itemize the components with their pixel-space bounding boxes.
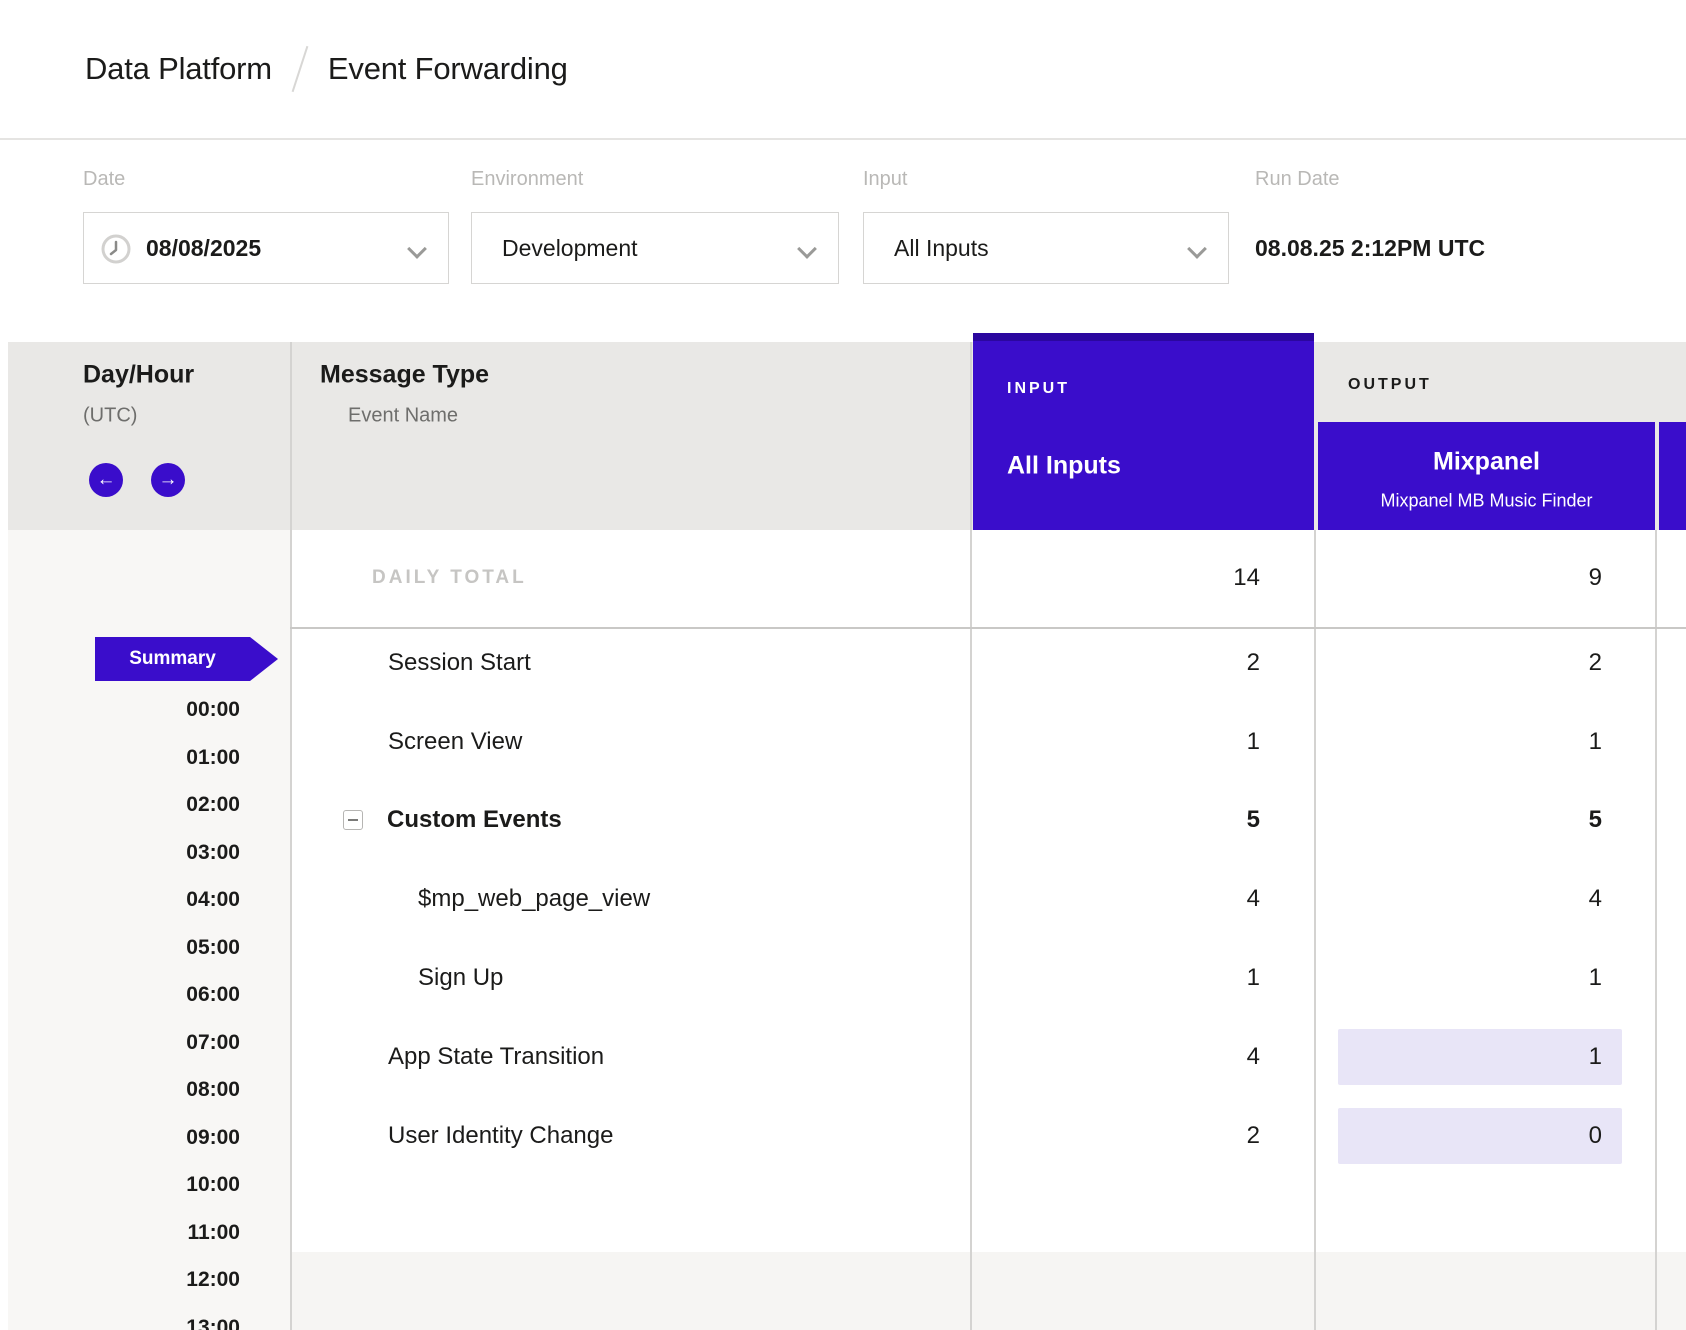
column-divider <box>1314 530 1316 1330</box>
column-divider <box>290 342 292 1330</box>
arrow-right-icon[interactable]: → <box>151 463 185 497</box>
output-cell: 2 <box>1588 649 1602 676</box>
output-column-header: Mixpanel Mixpanel MB Music Finder <box>1318 422 1655 530</box>
breadcrumb-separator-icon <box>291 45 309 93</box>
hour-item[interactable]: 07:00 <box>186 1031 240 1054</box>
next-output-column-header <box>1659 422 1686 530</box>
row-label-sign-up: Sign Up <box>418 964 504 991</box>
input-column-header: INPUT All Inputs <box>973 333 1314 530</box>
day-hour-subtitle: (UTC) <box>83 404 138 427</box>
chevron-down-icon <box>1190 242 1205 257</box>
row-label-app-state-transition: App State Transition <box>388 1043 605 1070</box>
input-cell: 1 <box>1246 728 1260 755</box>
breadcrumb-item-event-forwarding[interactable]: Event Forwarding <box>327 51 568 86</box>
hour-item[interactable]: 00:00 <box>186 698 240 721</box>
row-label-screen-view: Screen View <box>388 728 523 755</box>
output-cell-highlighted: 1 <box>1338 1029 1622 1085</box>
summary-badge-arrow-icon <box>250 637 278 681</box>
run-date-label: Run Date <box>1255 168 1340 190</box>
input-section-label: INPUT <box>1007 380 1070 397</box>
event-name-subtitle: Event Name <box>348 404 459 427</box>
environment-label: Environment <box>471 168 584 190</box>
input-cell: 5 <box>1246 806 1260 833</box>
hour-item[interactable]: 02:00 <box>186 793 240 816</box>
breadcrumb: Data Platform Event Forwarding <box>85 0 568 138</box>
row-label-custom-events: Custom Events <box>387 806 562 833</box>
input-cell: 1 <box>1246 964 1260 991</box>
hour-item[interactable]: 12:00 <box>186 1268 240 1291</box>
input-cell: 2 <box>1246 1122 1260 1149</box>
run-date-value: 08.08.25 2:12PM UTC <box>1255 234 1486 261</box>
top-bar: Data Platform Event Forwarding <box>0 0 1686 140</box>
row-label-user-identity-change: User Identity Change <box>388 1122 614 1149</box>
hour-item[interactable]: 13:00 <box>186 1316 240 1330</box>
row-label-mp-web-page-view: $mp_web_page_view <box>418 885 651 912</box>
input-value: All Inputs <box>894 234 989 261</box>
hour-item[interactable]: 04:00 <box>186 888 240 911</box>
column-divider <box>970 342 972 1330</box>
hour-item[interactable]: 11:00 <box>187 1221 240 1244</box>
output-cell-highlighted: 0 <box>1338 1108 1622 1164</box>
input-label: Input <box>863 168 908 190</box>
output-cell: 1 <box>1588 964 1602 991</box>
breadcrumb-item-data-platform[interactable]: Data Platform <box>85 51 272 86</box>
message-type-title: Message Type <box>320 360 490 389</box>
clock-icon <box>101 234 131 264</box>
output-column-name: Mixpanel <box>1433 447 1540 476</box>
input-dropdown[interactable]: All Inputs <box>863 212 1229 284</box>
input-cell: 4 <box>1246 885 1260 912</box>
daily-total-label: DAILY TOTAL <box>372 567 527 588</box>
output-cell: 5 <box>1588 806 1602 833</box>
chevron-down-icon <box>800 242 815 257</box>
daily-total-divider <box>290 627 1686 629</box>
output-cell: 1 <box>1588 728 1602 755</box>
daily-total-output-value: 9 <box>1588 564 1602 591</box>
hour-item[interactable]: 01:00 <box>186 746 240 769</box>
summary-badge-label: Summary <box>129 648 216 669</box>
date-label: Date <box>83 168 126 190</box>
input-cell: 2 <box>1246 649 1260 676</box>
hour-item[interactable]: 05:00 <box>186 936 240 959</box>
output-column-subtitle: Mixpanel MB Music Finder <box>1380 490 1593 511</box>
chevron-down-icon <box>410 242 425 257</box>
daily-total-input-value: 14 <box>1233 564 1260 591</box>
summary-badge[interactable]: Summary <box>95 637 278 681</box>
hour-item[interactable]: 06:00 <box>186 983 240 1006</box>
input-column-name: All Inputs <box>1007 451 1121 480</box>
environment-value: Development <box>502 234 638 261</box>
column-divider <box>1655 530 1657 1330</box>
input-cell: 4 <box>1246 1043 1260 1070</box>
date-value: 08/08/2025 <box>146 234 262 261</box>
hour-item[interactable]: 09:00 <box>186 1126 240 1149</box>
hour-item[interactable]: 03:00 <box>186 841 240 864</box>
day-hour-title: Day/Hour <box>83 360 195 389</box>
table-footer-area <box>290 1252 1686 1330</box>
environment-dropdown[interactable]: Development <box>471 212 839 284</box>
row-label-session-start: Session Start <box>388 649 531 676</box>
hour-item[interactable]: 08:00 <box>186 1078 240 1101</box>
hour-item[interactable]: 10:00 <box>186 1173 240 1196</box>
output-section-label: OUTPUT <box>1348 376 1432 393</box>
output-cell: 4 <box>1588 885 1602 912</box>
arrow-left-icon[interactable]: ← <box>89 463 123 497</box>
collapse-icon[interactable] <box>343 810 363 830</box>
date-dropdown[interactable]: 08/08/2025 <box>83 212 449 284</box>
